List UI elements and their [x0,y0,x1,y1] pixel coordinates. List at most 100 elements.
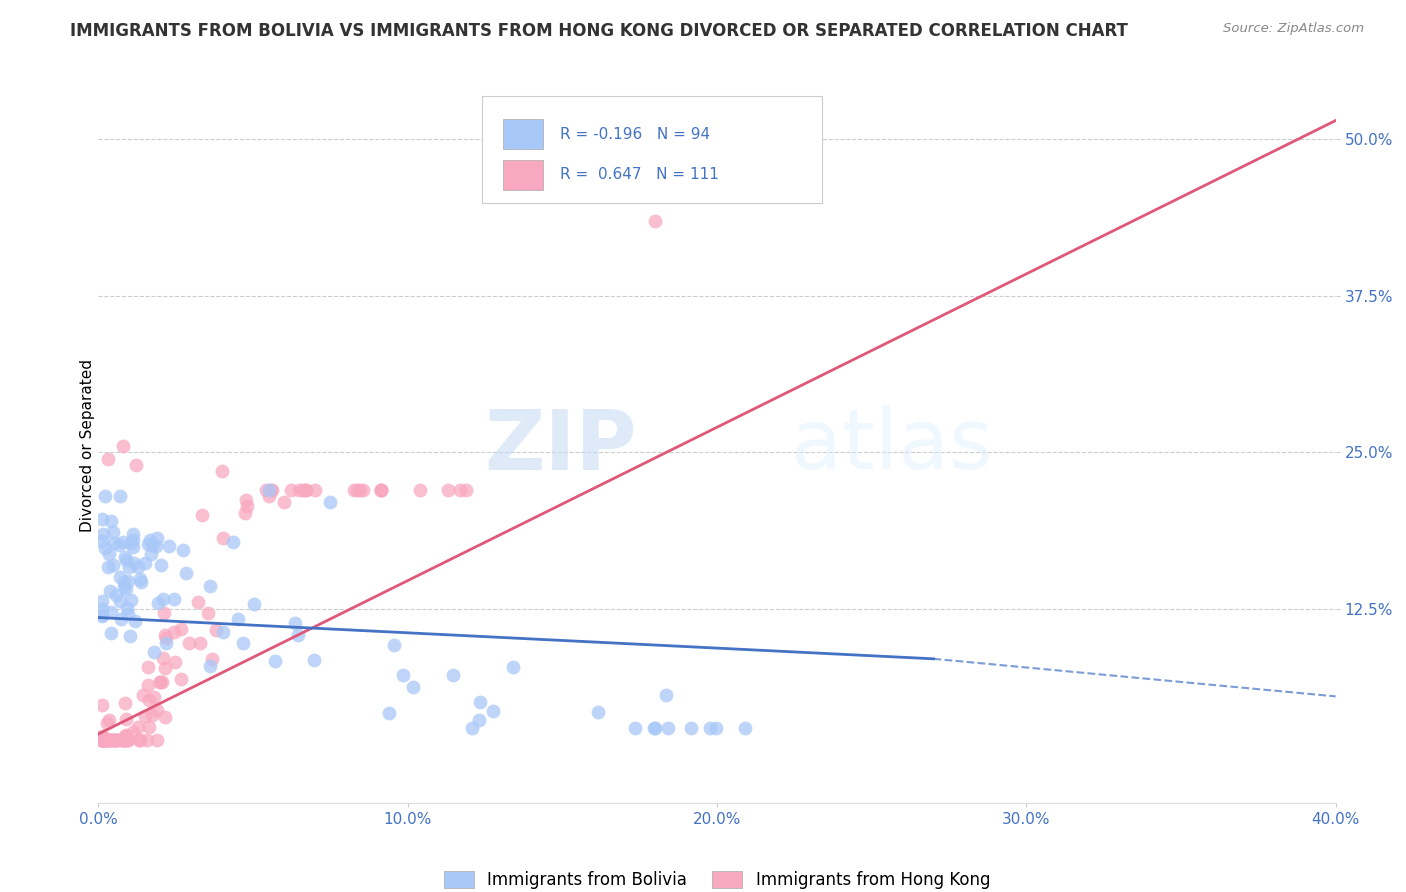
Point [91,733,114,747]
Point [115,712,138,726]
Point [97,560,120,574]
Point [643,721,665,735]
Point [132,689,155,703]
Point [122,533,145,547]
Point [110,612,132,626]
Point [157,539,180,553]
Point [153,661,176,675]
Point [624,721,647,735]
Point [190,508,212,523]
Point [304,652,326,666]
Point [104,733,127,747]
Point [108,489,131,503]
Point [436,483,458,497]
Point [98,733,121,747]
Point [145,539,167,553]
Point [481,705,503,719]
Point [138,533,160,548]
Point [103,733,125,747]
Point [100,514,122,528]
Point [117,559,139,574]
Point [91,733,114,747]
Point [141,708,163,723]
Point [644,721,666,735]
Point [468,695,491,709]
Point [152,606,174,620]
Point [93,733,115,747]
Point [117,733,139,747]
Point [100,626,122,640]
Point [146,531,169,545]
Point [112,733,135,747]
Point [174,566,197,581]
Text: ZIP: ZIP [484,406,637,486]
Point [100,733,122,747]
Point [90,608,112,623]
Point [90,733,112,747]
Point [104,588,127,602]
Point [108,594,131,608]
Point [163,592,186,607]
Point [236,500,259,514]
Point [136,733,159,747]
Point [121,540,143,554]
Point [118,629,141,643]
Point [90,601,112,615]
Point [273,495,295,509]
Point [179,635,201,649]
Point [97,713,120,727]
Point [93,489,115,503]
Point [370,483,392,497]
Point [150,558,173,573]
Point [90,733,112,747]
Point [101,558,124,572]
Point [96,716,118,731]
Point [319,495,342,509]
Text: IMMIGRANTS FROM BOLIVIA VS IMMIGRANTS FROM HONG KONG DIVORCED OR SEPARATED CORRE: IMMIGRANTS FROM BOLIVIA VS IMMIGRANTS FR… [70,22,1128,40]
Point [90,733,112,747]
Point [90,698,112,713]
Point [91,733,114,747]
Point [121,527,143,541]
Point [91,733,114,747]
Point [114,549,136,564]
Point [295,483,318,497]
Point [129,573,152,587]
Point [112,439,135,453]
Point [233,506,256,520]
Point [259,483,281,497]
Point [150,675,173,690]
Point [155,636,177,650]
Point [204,623,226,637]
Point [120,593,142,607]
Point [90,729,112,743]
Point [138,692,160,706]
Point [291,483,314,497]
Point [94,731,117,746]
Point [111,733,134,747]
Point [124,557,146,571]
Point [260,483,283,497]
Point [198,658,221,673]
Point [378,706,401,720]
Point [94,733,117,747]
Point [94,541,117,556]
Point [103,524,125,539]
Point [188,636,211,650]
Point [211,531,233,545]
Point [104,733,127,747]
Point [201,651,224,665]
Point [127,560,149,574]
Point [141,538,163,552]
Point [105,733,128,747]
Point [101,733,124,747]
Point [105,733,128,747]
Point [127,720,149,734]
Point [699,721,721,735]
Point [112,575,135,590]
Point [98,583,121,598]
Point [120,536,142,550]
Point [163,624,186,639]
Point [146,733,169,747]
Point [124,614,146,628]
